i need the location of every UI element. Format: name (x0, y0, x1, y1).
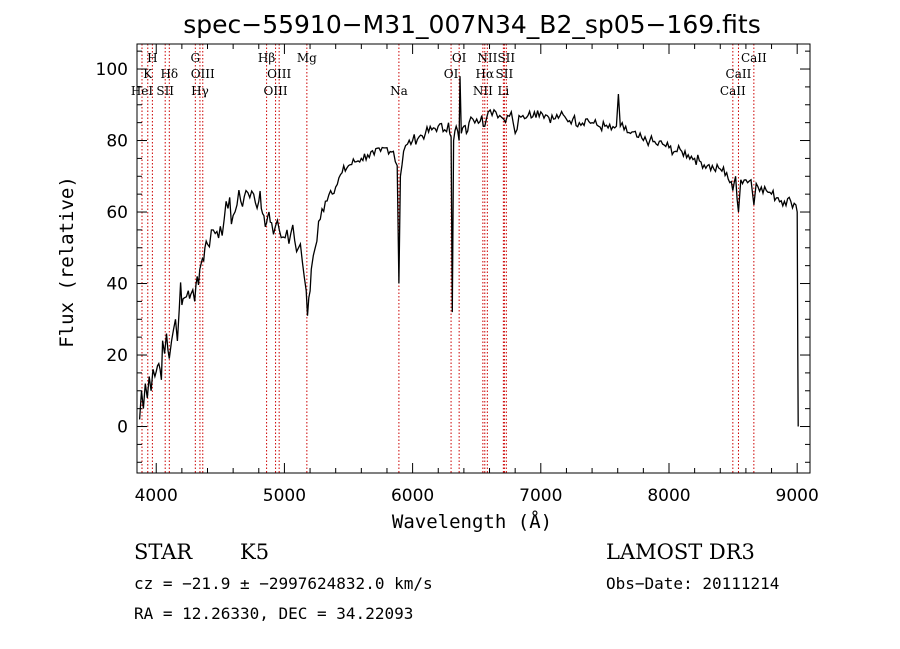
x-tick-label: 9000 (776, 486, 819, 506)
object-subclass: K5 (240, 540, 269, 564)
y-tick-label: 20 (106, 346, 128, 366)
line-marker-label: SII (156, 84, 174, 98)
y-axis-label: Flux (relative) (56, 176, 78, 348)
object-class: STAR (134, 540, 193, 564)
line-marker-label: G (191, 51, 201, 65)
x-tick-label: 4000 (135, 486, 178, 506)
line-marker-label: NII (473, 84, 493, 98)
coordinates: RA = 12.26330, DEC = 34.22093 (134, 604, 413, 623)
y-tick-label: 40 (106, 275, 128, 295)
line-marker-label: Hγ (191, 84, 209, 98)
line-marker-label: CaII (720, 84, 746, 98)
survey-name: LAMOST DR3 (606, 540, 755, 564)
line-marker-label: Mg (297, 51, 317, 65)
line-marker-label: CaII (741, 51, 767, 65)
line-marker-label: OIII (191, 67, 215, 81)
line-marker-label: OIII (264, 84, 288, 98)
x-tick-label: 8000 (647, 486, 690, 506)
line-marker-label: NII (477, 51, 497, 65)
line-marker-label: SII (496, 67, 514, 81)
line-marker-label: Hδ (160, 67, 178, 81)
line-marker-label: OI (444, 67, 459, 81)
line-marker-label: OI (452, 51, 467, 65)
x-tick-label: 5000 (263, 486, 306, 506)
y-tick-label: 0 (117, 418, 128, 438)
spectrum-line (138, 76, 799, 427)
x-tick-label: 6000 (391, 486, 434, 506)
x-axis-ticks: 4000 5000 6000 7000 8000 9000 (135, 44, 819, 506)
line-marker-labels: HK HeI Hδ SII G OIII Hγ Hβ OIII OIII Mg Na OI OI NII Hα… (131, 51, 767, 98)
x-axis-label: Wavelength (Å) (392, 510, 552, 533)
line-marker-label: Hα (475, 67, 494, 81)
line-marker-label: HeI (131, 84, 154, 98)
y-tick-label: 80 (106, 132, 128, 152)
line-marker-label: Na (390, 84, 408, 98)
y-tick-label: 100 (96, 60, 128, 80)
chart-title: spec−55910−M31_007N34_B2_sp05−169.fits (183, 10, 761, 39)
line-marker-label: CaII (726, 67, 752, 81)
y-tick-label: 60 (106, 203, 128, 223)
y-axis-ticks: 0 20 40 60 80 100 (96, 50, 810, 463)
line-marker-label: H (147, 51, 157, 65)
line-marker-label: K (143, 67, 153, 81)
line-markers (141, 44, 755, 473)
line-marker-label: SII (497, 51, 515, 65)
x-tick-label: 7000 (519, 486, 562, 506)
line-marker-label: Li (497, 84, 509, 98)
line-marker-label: Hβ (258, 51, 275, 65)
plot-frame (136, 43, 811, 474)
redshift-readout: cz = −21.9 ± −2997624832.0 km/s (134, 574, 433, 593)
obs-date: Obs−Date: 20111214 (606, 574, 779, 593)
line-marker-label: OIII (267, 67, 291, 81)
